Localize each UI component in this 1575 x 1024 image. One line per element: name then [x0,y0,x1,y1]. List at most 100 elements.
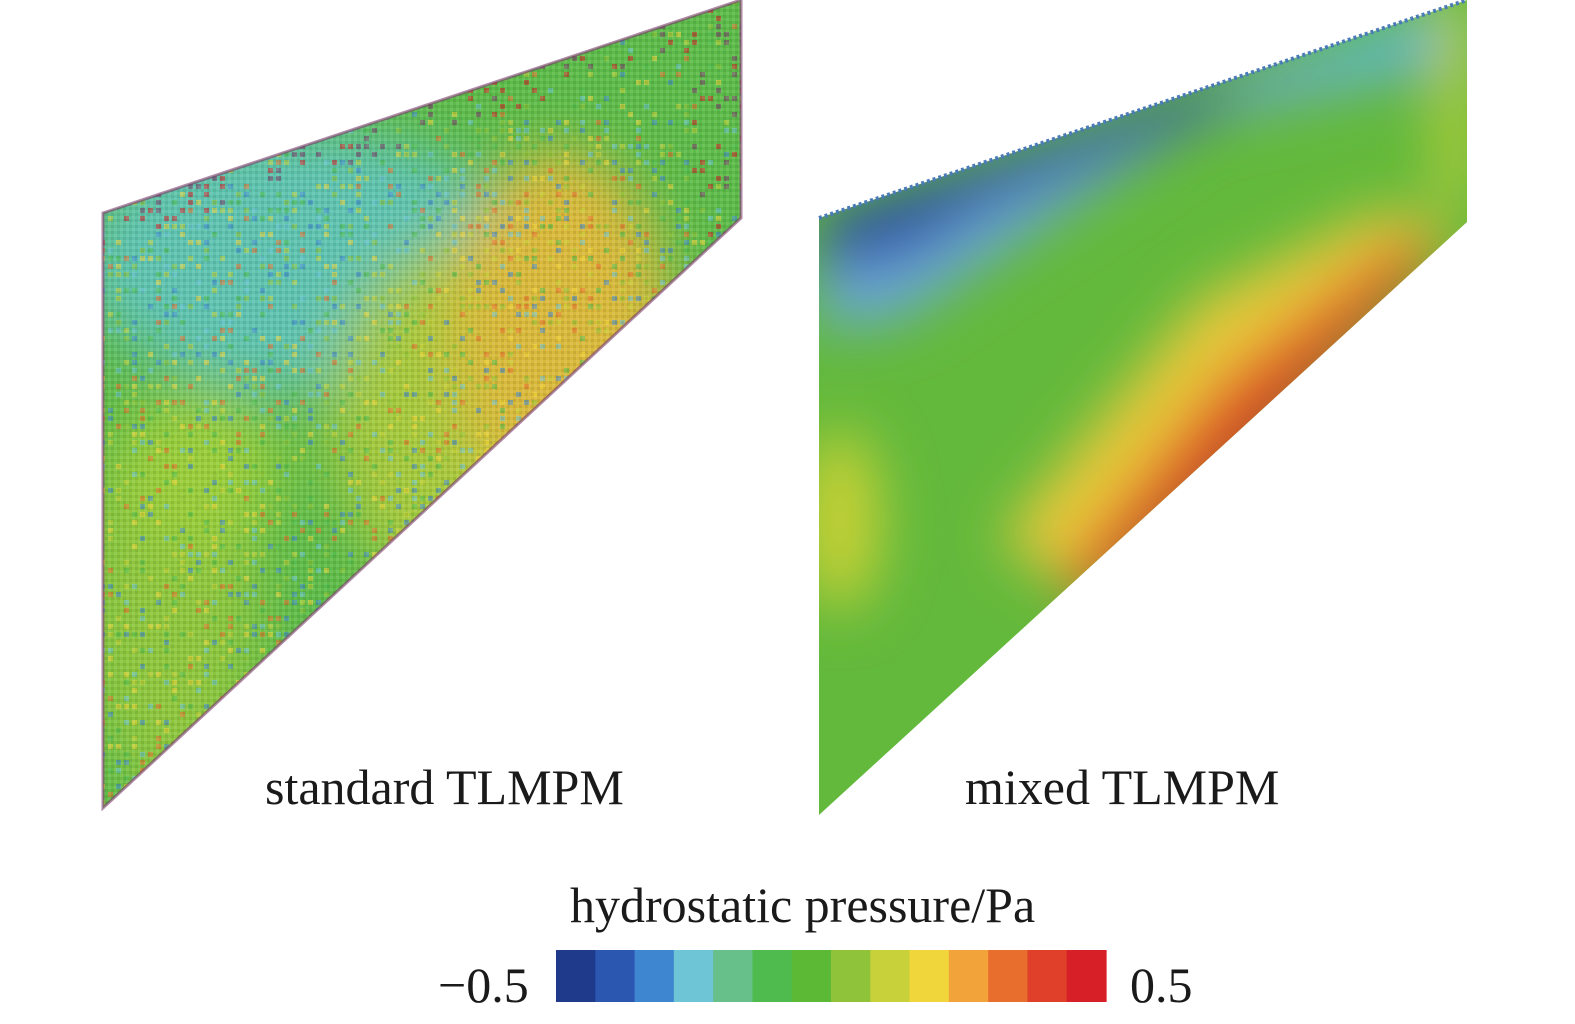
noise-cell [460,688,465,693]
noise-cell [284,752,289,757]
noise-cell [668,536,673,541]
noise-cell [324,64,329,69]
noise-cell [468,504,473,509]
noise-cell [500,64,505,69]
noise-cell [700,720,705,725]
noise-cell [564,616,569,621]
noise-cell [252,112,257,117]
noise-cell [468,32,473,37]
noise-cell [252,0,257,5]
noise-cell [316,696,321,701]
noise-cell [700,584,705,589]
noise-cell [252,696,257,701]
noise-cell [740,424,741,429]
noise-cell [452,544,457,549]
noise-cell [708,616,713,621]
noise-cell [404,48,409,53]
noise-cell [103,88,105,93]
noise-cell [708,272,713,277]
noise-cell [700,504,705,509]
noise-cell [228,760,233,765]
noise-cell [732,336,737,341]
noise-cell [220,744,225,749]
noise-cell [436,712,441,717]
noise-cell [636,344,641,349]
noise-cell [364,648,369,653]
noise-cell [332,616,337,621]
noise-cell [380,752,385,757]
noise-cell [108,32,113,37]
noise-cell [644,632,649,637]
noise-cell [548,736,553,741]
noise-cell [556,704,561,709]
noise-cell [268,728,273,733]
noise-cell [132,168,137,173]
noise-cell [364,736,369,741]
noise-cell [612,576,617,581]
noise-cell [532,640,537,645]
noise-cell [540,544,545,549]
noise-cell [444,632,449,637]
noise-cell [324,40,329,45]
noise-cell [396,24,401,29]
noise-cell [412,592,417,597]
noise-cell [532,16,537,21]
noise-cell [244,96,249,101]
noise-cell [644,744,649,749]
noise-cell [700,696,705,701]
noise-cell [236,784,241,789]
noise-cell [636,512,641,517]
noise-cell [636,448,641,453]
noise-cell [604,616,609,621]
noise-cell [140,144,145,149]
noise-cell [604,8,609,13]
noise-cell [348,664,353,669]
noise-cell [652,816,657,821]
noise-cell [140,176,145,181]
noise-cell [412,672,417,677]
noise-cell [468,56,473,61]
noise-cell [492,16,497,21]
noise-cell [292,112,297,117]
noise-cell [540,440,545,445]
noise-cell [692,664,697,669]
noise-cell [644,720,649,725]
noise-cell [420,696,425,701]
noise-cell [484,32,489,37]
noise-cell [596,592,601,597]
noise-cell [468,696,473,701]
noise-cell [428,56,433,61]
noise-cell [660,760,665,765]
noise-cell [428,80,433,85]
noise-cell [692,728,697,733]
noise-cell [508,648,513,653]
noise-cell [500,488,505,493]
noise-cell [444,728,449,733]
noise-cell [340,88,345,93]
noise-cell [103,176,105,181]
noise-cell [484,488,489,493]
noise-cell [660,480,665,485]
noise-cell [644,712,649,717]
noise-cell [524,744,529,749]
noise-cell [228,728,233,733]
noise-cell [668,640,673,645]
noise-cell [372,72,377,77]
noise-cell [572,488,577,493]
noise-cell [652,520,657,525]
noise-cell [268,744,273,749]
noise-cell [716,424,721,429]
noise-cell [652,792,657,797]
noise-cell [556,528,561,533]
noise-cell [180,8,185,13]
noise-cell [428,88,433,93]
noise-cell [716,536,721,541]
noise-cell [588,368,593,373]
noise-cell [180,768,185,773]
noise-cell [684,552,689,557]
noise-cell [684,664,689,669]
noise-cell [292,128,297,133]
noise-cell [180,80,185,85]
noise-cell [596,496,601,501]
noise-cell [612,696,617,701]
